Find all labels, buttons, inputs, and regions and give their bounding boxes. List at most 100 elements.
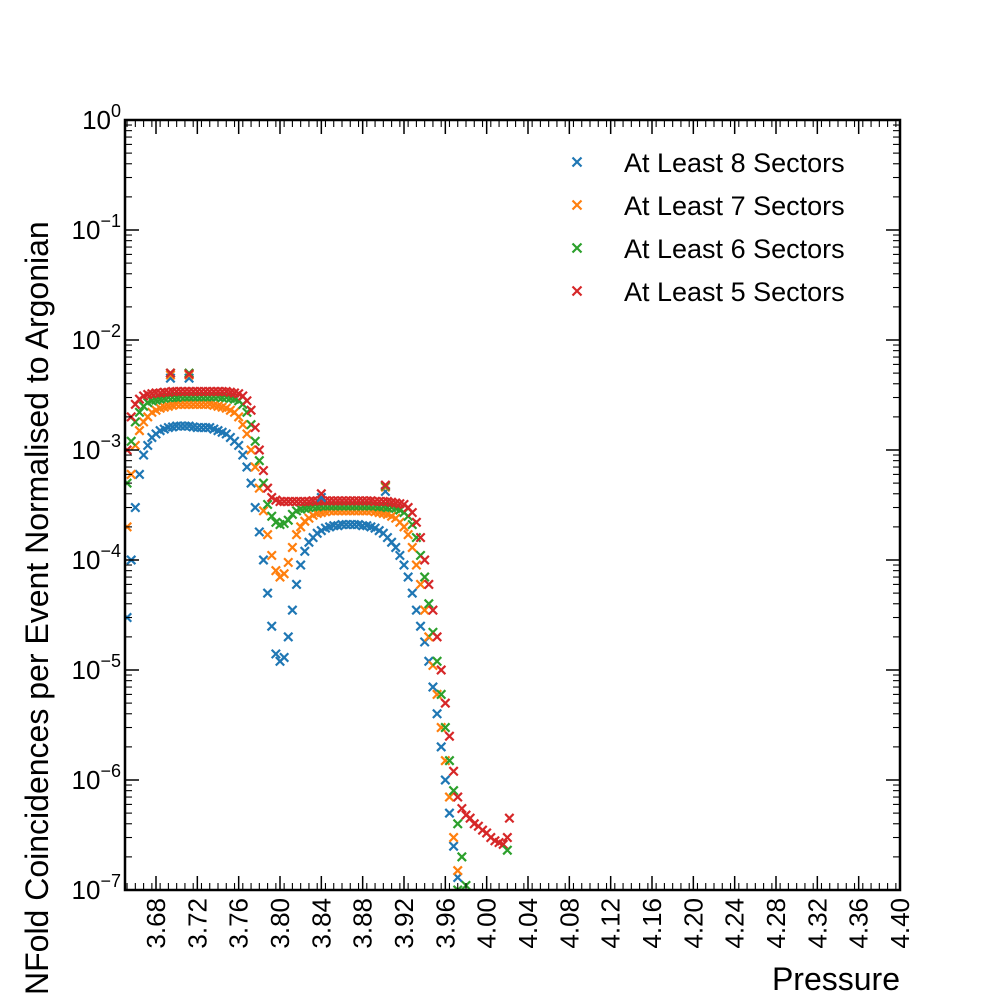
data-point (254, 526, 265, 537)
legend-label: At Least 5 Sectors (624, 277, 845, 307)
data-point (448, 832, 459, 843)
y-tick-label: 100 (82, 101, 121, 135)
legend-label: At Least 8 Sectors (624, 148, 845, 178)
x-tick-label: 4.36 (844, 898, 874, 949)
data-point (440, 698, 451, 709)
data-point (444, 755, 455, 766)
data-point (134, 425, 145, 436)
legend-item: At Least 8 Sectors (571, 148, 845, 178)
data-point (279, 652, 290, 663)
data-point (130, 502, 141, 513)
data-point (233, 440, 244, 451)
data-point (291, 579, 302, 590)
data-point (250, 436, 261, 447)
x-tick-label: 3.80 (265, 898, 295, 949)
data-point (134, 469, 145, 480)
data-point (440, 722, 451, 733)
data-point (287, 542, 298, 553)
data-point (134, 407, 145, 418)
data-point (502, 845, 513, 856)
x-tick-label: 4.16 (637, 898, 667, 949)
data-point (427, 605, 438, 616)
data-point (456, 803, 467, 814)
x-tick-label: 4.08 (554, 898, 584, 949)
data-point (165, 370, 176, 381)
data-point (394, 550, 405, 561)
data-point (390, 542, 401, 553)
data-point (266, 621, 277, 632)
data-point (502, 832, 513, 843)
legend-marker (571, 199, 583, 211)
x-tick-label: 4.32 (802, 898, 832, 949)
data-point (407, 542, 418, 553)
data-point (138, 450, 149, 461)
data-point (448, 841, 459, 852)
data-point (419, 605, 430, 616)
data-point (436, 741, 447, 752)
data-point (246, 478, 257, 489)
data-point (241, 395, 252, 406)
legend-marker (571, 285, 583, 297)
data-point (262, 483, 273, 494)
x-tick-label: 4.00 (472, 898, 502, 949)
y-tick-label: 10−3 (72, 431, 121, 465)
data-point (258, 465, 269, 476)
data-point (504, 813, 515, 824)
data-point (316, 492, 327, 503)
x-tick-label: 4.40 (885, 898, 915, 949)
data-point (246, 445, 257, 455)
legend-item: At Least 6 Sectors (571, 234, 845, 264)
data-point (287, 605, 298, 616)
x-tick-label: 4.28 (761, 898, 791, 949)
data-point (126, 436, 137, 447)
x-axis-label: Pressure (772, 961, 900, 997)
data-point (444, 808, 455, 819)
legend-item: At Least 5 Sectors (571, 277, 845, 307)
data-point (254, 445, 265, 455)
data-point (456, 851, 467, 862)
y-tick-label: 10−4 (72, 541, 121, 575)
plot-points (125, 368, 515, 890)
data-point (262, 499, 273, 510)
data-point (448, 766, 459, 777)
data-point (399, 560, 409, 571)
data-point (448, 785, 459, 796)
data-point (266, 550, 277, 561)
data-point (411, 517, 422, 528)
data-point (403, 529, 414, 540)
data-point (258, 505, 269, 516)
data-point (444, 792, 455, 803)
data-point (380, 480, 391, 491)
data-point (411, 605, 422, 616)
data-point (407, 507, 418, 518)
x-tick-label: 4.20 (678, 898, 708, 949)
data-point (250, 422, 261, 433)
y-tick-label: 10−7 (72, 871, 121, 905)
data-point (258, 555, 269, 565)
y-tick-label: 10−1 (72, 211, 121, 245)
data-point (270, 565, 281, 576)
x-tick-label: 4.12 (596, 898, 626, 949)
data-point (291, 529, 302, 540)
data-point (295, 560, 306, 571)
x-tick-label: 4.24 (720, 898, 750, 949)
data-point (283, 515, 294, 526)
data-point (419, 555, 430, 565)
data-point (262, 529, 273, 540)
data-point (283, 557, 294, 568)
legend-marker (571, 242, 583, 254)
legend-item: At Least 7 Sectors (571, 191, 845, 221)
data-point (142, 440, 153, 451)
data-point (452, 792, 463, 803)
y-tick-label: 10−6 (72, 761, 121, 795)
y-tick-label: 10−2 (72, 321, 121, 355)
data-point (184, 369, 195, 380)
data-point (436, 689, 447, 700)
data-point (266, 511, 277, 522)
legend-label: At Least 6 Sectors (624, 234, 845, 264)
data-point (246, 405, 257, 416)
data-point (299, 546, 310, 557)
data-point (444, 731, 455, 742)
